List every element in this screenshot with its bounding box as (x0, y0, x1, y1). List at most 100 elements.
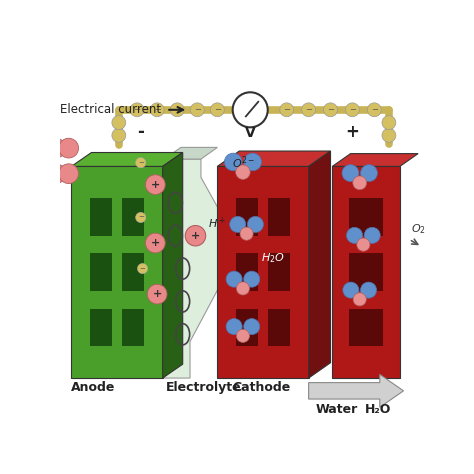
Circle shape (346, 103, 359, 117)
Text: −: − (214, 105, 221, 114)
Text: +: + (153, 289, 162, 299)
Text: Electrical current: Electrical current (61, 103, 162, 116)
Circle shape (150, 103, 164, 117)
Circle shape (367, 103, 381, 117)
Text: −: − (327, 105, 334, 114)
Circle shape (236, 165, 250, 179)
Circle shape (146, 233, 165, 253)
Circle shape (324, 103, 337, 117)
Text: −: − (194, 105, 201, 114)
Text: +: + (346, 123, 359, 141)
Circle shape (230, 216, 246, 232)
Text: +: + (191, 231, 200, 241)
Text: −: − (371, 105, 378, 114)
Circle shape (170, 103, 184, 117)
Text: +: + (151, 180, 160, 190)
Circle shape (353, 176, 366, 190)
Polygon shape (122, 309, 145, 346)
Text: $O^{2-}$: $O^{2-}$ (232, 155, 255, 171)
Polygon shape (72, 153, 182, 166)
Circle shape (244, 319, 260, 335)
Text: −: − (154, 105, 161, 114)
Circle shape (146, 175, 165, 194)
Circle shape (210, 103, 224, 117)
Text: Electrolyte: Electrolyte (166, 381, 242, 394)
Text: −: − (174, 105, 181, 114)
Text: +: + (151, 238, 160, 248)
Circle shape (280, 103, 294, 117)
Circle shape (237, 329, 249, 342)
Circle shape (112, 116, 126, 129)
Text: -: - (137, 123, 144, 141)
Polygon shape (236, 198, 258, 236)
Polygon shape (90, 198, 112, 236)
Circle shape (301, 103, 316, 117)
Polygon shape (218, 151, 330, 166)
Circle shape (226, 319, 242, 335)
Polygon shape (90, 309, 112, 346)
Polygon shape (349, 198, 383, 236)
Circle shape (233, 92, 268, 128)
Polygon shape (268, 253, 291, 291)
Text: $O_2$: $O_2$ (411, 222, 426, 236)
Polygon shape (164, 159, 219, 378)
Circle shape (59, 138, 79, 158)
Circle shape (357, 238, 370, 251)
Polygon shape (236, 253, 258, 291)
Circle shape (59, 164, 79, 183)
Text: −: − (138, 214, 144, 220)
Circle shape (353, 293, 366, 306)
Polygon shape (349, 309, 383, 346)
Circle shape (361, 164, 377, 182)
Polygon shape (72, 166, 163, 378)
Circle shape (224, 153, 242, 171)
Text: −: − (283, 105, 290, 114)
Polygon shape (163, 153, 182, 378)
Circle shape (244, 153, 262, 171)
Circle shape (361, 282, 376, 298)
Text: −: − (140, 265, 146, 272)
Circle shape (112, 128, 126, 142)
Polygon shape (309, 374, 403, 407)
Circle shape (343, 282, 359, 298)
Polygon shape (309, 151, 330, 378)
Circle shape (382, 128, 396, 142)
Circle shape (137, 264, 148, 273)
Text: Anode: Anode (72, 381, 116, 394)
Polygon shape (332, 154, 418, 166)
Circle shape (46, 164, 66, 183)
Polygon shape (122, 198, 145, 236)
Circle shape (46, 138, 66, 158)
Polygon shape (164, 147, 218, 159)
Circle shape (226, 271, 242, 287)
Circle shape (382, 116, 396, 129)
Circle shape (342, 164, 359, 182)
Text: −: − (349, 105, 356, 114)
Polygon shape (268, 198, 291, 236)
Polygon shape (122, 253, 145, 291)
Circle shape (237, 282, 249, 295)
Circle shape (136, 158, 146, 168)
Circle shape (130, 103, 144, 117)
Text: $H^+$: $H^+$ (208, 215, 227, 230)
Text: $H_2O$: $H_2O$ (261, 251, 285, 264)
Circle shape (364, 228, 380, 243)
Circle shape (185, 226, 206, 246)
Circle shape (147, 284, 167, 304)
Polygon shape (332, 166, 400, 378)
Polygon shape (90, 253, 112, 291)
Text: Water: Water (316, 403, 358, 416)
Polygon shape (218, 166, 309, 378)
Circle shape (346, 228, 363, 243)
Polygon shape (236, 309, 258, 346)
Polygon shape (268, 309, 291, 346)
Text: Cathode: Cathode (232, 381, 290, 394)
Text: H₂O: H₂O (365, 403, 392, 416)
Polygon shape (349, 253, 383, 291)
Text: −: − (305, 105, 312, 114)
Text: V: V (245, 126, 255, 140)
Circle shape (136, 212, 146, 223)
Circle shape (240, 227, 253, 240)
Circle shape (247, 216, 264, 232)
Text: −: − (138, 160, 144, 166)
